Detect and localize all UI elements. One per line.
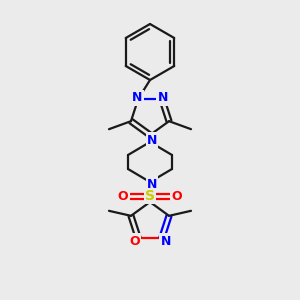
Text: N: N — [147, 178, 157, 190]
Text: O: O — [118, 190, 128, 202]
Text: O: O — [129, 235, 140, 248]
Text: O: O — [172, 190, 182, 202]
Text: N: N — [158, 91, 168, 104]
Text: S: S — [145, 189, 155, 203]
Text: N: N — [147, 134, 157, 146]
Text: N: N — [160, 235, 171, 248]
Text: N: N — [132, 91, 142, 104]
